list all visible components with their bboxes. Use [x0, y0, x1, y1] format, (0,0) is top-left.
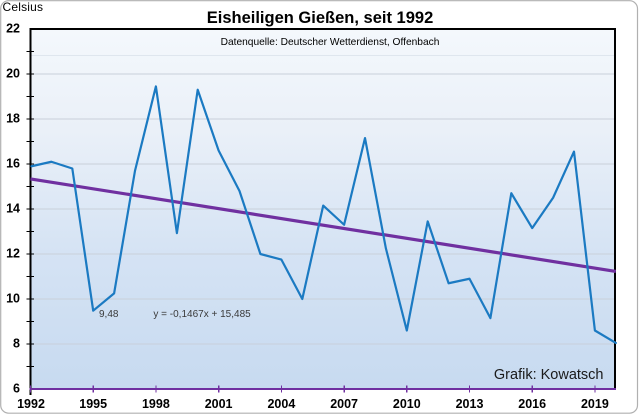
svg-text:2001: 2001	[205, 397, 233, 411]
svg-text:1992: 1992	[17, 397, 45, 411]
svg-text:2019: 2019	[581, 397, 609, 411]
svg-text:Datenquelle: Deutscher Wetterd: Datenquelle: Deutscher Wetterdienst, Off…	[221, 37, 440, 48]
svg-text:2004: 2004	[267, 397, 295, 411]
svg-text:1998: 1998	[142, 397, 170, 411]
svg-text:20: 20	[6, 66, 20, 80]
svg-text:Eisheiligen Gießen, seit 1992: Eisheiligen Gießen, seit 1992	[207, 9, 434, 27]
svg-text:1995: 1995	[79, 397, 107, 411]
svg-text:8: 8	[13, 336, 20, 350]
svg-text:22: 22	[6, 21, 20, 35]
svg-text:Celsius: Celsius	[3, 0, 44, 14]
svg-text:10: 10	[6, 291, 20, 305]
svg-text:18: 18	[6, 111, 20, 125]
svg-text:2007: 2007	[330, 397, 358, 411]
svg-text:16: 16	[6, 156, 20, 170]
svg-text:2013: 2013	[456, 397, 484, 411]
svg-text:6: 6	[13, 382, 20, 396]
svg-text:Grafik: Kowatsch: Grafik: Kowatsch	[494, 367, 604, 383]
svg-text:12: 12	[6, 246, 20, 260]
svg-text:14: 14	[6, 201, 20, 215]
svg-text:y = -0,1467x + 15,485: y = -0,1467x + 15,485	[153, 309, 251, 320]
svg-text:2010: 2010	[393, 397, 421, 411]
svg-text:2016: 2016	[518, 397, 546, 411]
svg-text:9,48: 9,48	[99, 309, 119, 320]
